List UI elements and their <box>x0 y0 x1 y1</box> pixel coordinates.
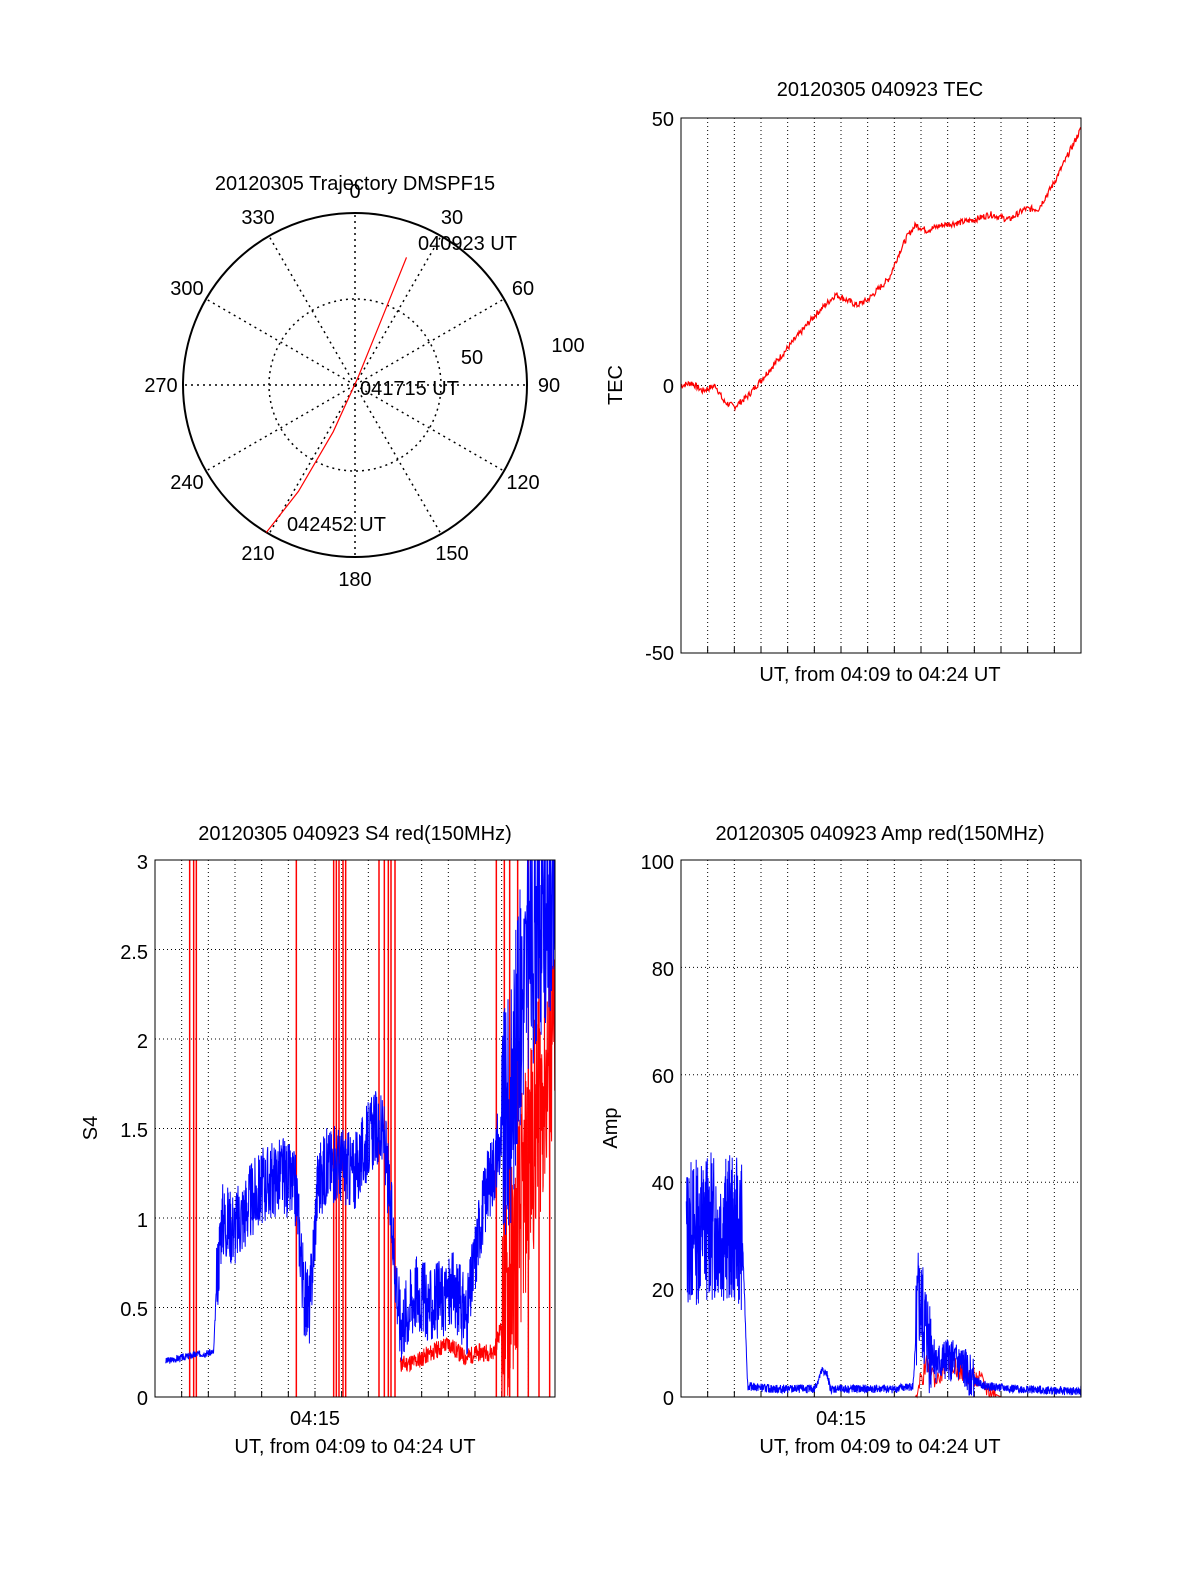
series-line-blue <box>685 1152 1082 1398</box>
azimuth-label: 300 <box>170 278 203 300</box>
y-axis-label: S4 <box>80 1116 102 1140</box>
series-group <box>680 127 1082 412</box>
spoke <box>354 384 505 472</box>
polar-trajectory-chart: 20120305 Trajectory DMSPF15 0 30 60 90 120 15… <box>144 173 584 591</box>
plot-frame <box>680 117 1082 654</box>
spoke <box>354 298 505 386</box>
series-group <box>681 1152 1082 1399</box>
azimuth-label: 60 <box>512 278 534 300</box>
y-axis-label: TEC <box>605 365 627 405</box>
x-axis-label: UT, from 04:09 to 04:24 UT <box>759 1436 1000 1458</box>
annotation-end: 042452 UT <box>287 514 386 536</box>
y-tick-label: 1.5 <box>120 1120 148 1142</box>
azimuth-label: 30 <box>441 207 463 229</box>
y-tick-label: -50 <box>645 643 674 665</box>
annotation-mid: 041715 UT <box>360 378 459 400</box>
x-axis-label: UT, from 04:09 to 04:24 UT <box>759 664 1000 686</box>
azimuth-labels: 0 30 60 90 120 150 180 210 240 270 300 330 <box>144 181 560 591</box>
y-tick-label: 40 <box>652 1173 674 1195</box>
plot-frame <box>154 859 556 1398</box>
y-tick-labels: 0 20 40 60 80 100 <box>641 852 674 1410</box>
azimuth-label: 180 <box>338 569 371 591</box>
y-tick-label: 60 <box>652 1066 674 1088</box>
azimuth-label: 120 <box>506 472 539 494</box>
y-tick-label: 2 <box>137 1031 148 1053</box>
spoke <box>268 235 356 386</box>
trajectory-line <box>265 257 408 533</box>
y-tick-label: 1 <box>137 1210 148 1232</box>
y-tick-label: 20 <box>652 1280 674 1302</box>
tec-chart: 20120305 040923 TEC TEC UT, from 04:09 t… <box>605 79 1082 686</box>
chart-title: 20120305 040923 TEC <box>777 79 983 101</box>
azimuth-label: 0 <box>349 181 360 203</box>
y-tick-labels: 50 0 -50 <box>645 109 674 665</box>
x-tick-label: 04:15 <box>290 1408 340 1430</box>
y-tick-label: 2.5 <box>120 942 148 964</box>
grid <box>680 860 1082 1397</box>
outer-ring <box>182 212 528 558</box>
polar-grid <box>182 212 528 558</box>
chart-title: 20120305 040923 S4 red(150MHz) <box>198 823 512 845</box>
radial-label-100: 100 <box>551 335 584 357</box>
y-tick-label: 0 <box>137 1388 148 1410</box>
y-axis-label: Amp <box>600 1107 622 1148</box>
s4-chart: 20120305 040923 S4 red(150MHz) S4 UT, fr… <box>80 823 556 1458</box>
x-tick-label: 04:15 <box>816 1408 866 1430</box>
annotation-start: 040923 UT <box>418 233 517 255</box>
spoke <box>354 384 442 535</box>
azimuth-label: 330 <box>241 207 274 229</box>
chart-title: 20120305 Trajectory DMSPF15 <box>215 173 495 195</box>
y-tick-label: 0 <box>663 1388 674 1410</box>
series-line-TEC <box>680 127 1082 412</box>
spoke <box>205 384 356 472</box>
series-line-red <box>399 943 556 1398</box>
series-line-blue <box>165 859 556 1364</box>
azimuth-label: 210 <box>241 543 274 565</box>
y-tick-label: 0 <box>663 376 674 398</box>
y-tick-label: 80 <box>652 959 674 981</box>
azimuth-label: 240 <box>170 472 203 494</box>
grid <box>680 118 1082 653</box>
azimuth-label: 150 <box>435 543 468 565</box>
y-tick-label: 50 <box>652 109 674 131</box>
azimuth-label: 90 <box>538 375 560 397</box>
amp-chart: 20120305 040923 Amp red(150MHz) Amp UT, … <box>600 823 1082 1458</box>
spoke <box>354 235 442 386</box>
spoke <box>268 384 356 535</box>
y-tick-labels: 0 0.5 1 1.5 2 2.5 3 <box>120 852 148 1410</box>
azimuth-label: 270 <box>144 375 177 397</box>
y-tick-label: 0.5 <box>120 1299 148 1321</box>
y-tick-label: 3 <box>137 852 148 874</box>
radial-label-50: 50 <box>461 347 483 369</box>
plot-frame <box>680 859 1082 1398</box>
series-group <box>165 859 556 1398</box>
y-tick-label: 100 <box>641 852 674 874</box>
chart-title: 20120305 040923 Amp red(150MHz) <box>715 823 1044 845</box>
spoke <box>205 298 356 386</box>
x-axis-label: UT, from 04:09 to 04:24 UT <box>234 1436 475 1458</box>
